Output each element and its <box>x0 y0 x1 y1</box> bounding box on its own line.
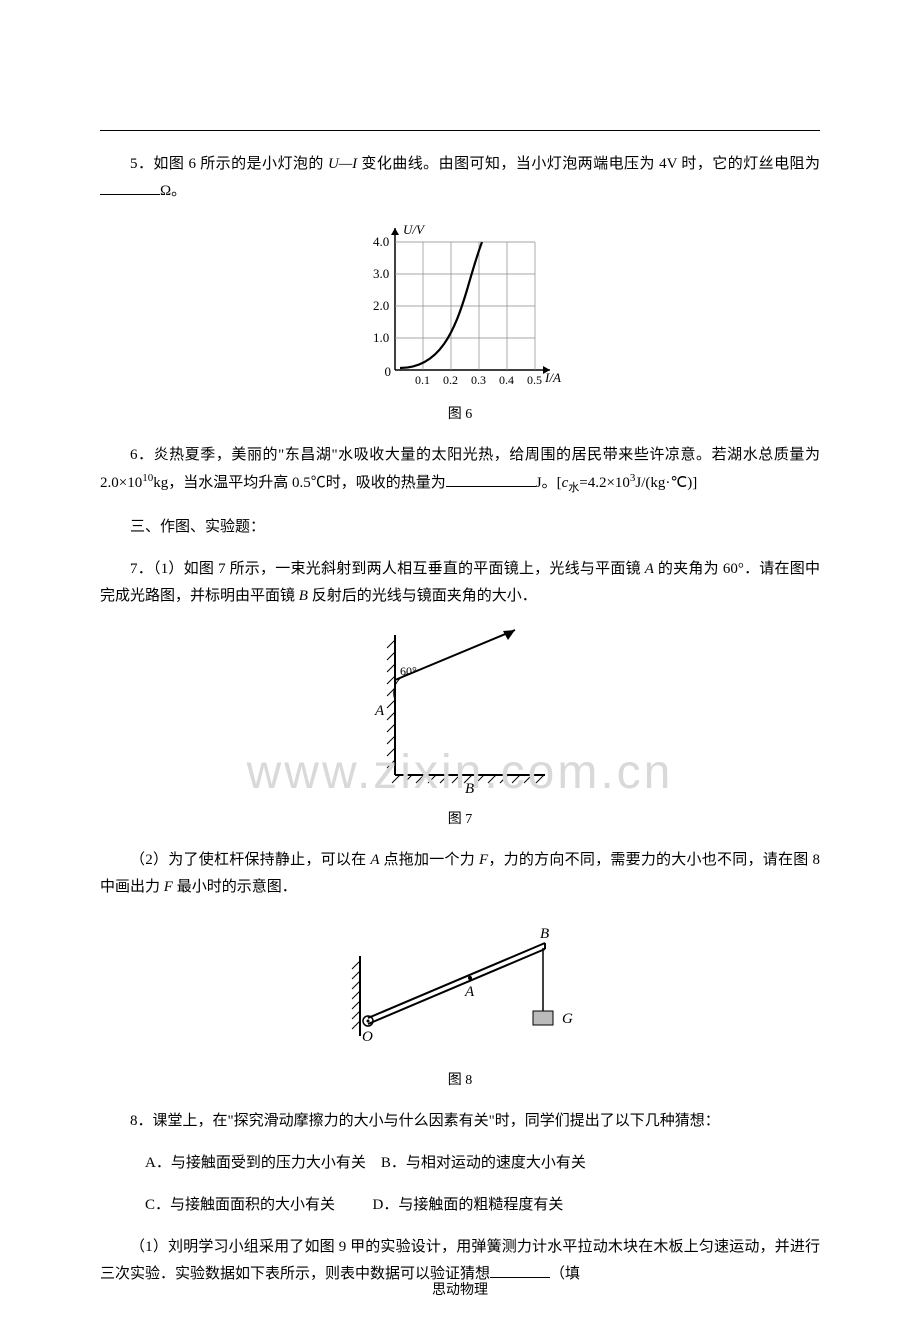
svg-text:0.3: 0.3 <box>471 373 486 387</box>
svg-text:4.0: 4.0 <box>373 234 389 249</box>
q72-pa: A <box>370 852 379 868</box>
question-5: 5．如图 6 所示的是小灯泡的 U—I 变化曲线。由图可知，当小灯泡两端电压为 … <box>100 151 820 205</box>
fig8-caption: 图 8 <box>100 1068 820 1093</box>
svg-text:B: B <box>540 926 549 942</box>
svg-text:G: G <box>562 1011 573 1027</box>
svg-text:2.0: 2.0 <box>373 298 389 313</box>
q72-f1: F <box>479 852 488 868</box>
fig6-caption: 图 6 <box>100 402 820 427</box>
q8-opts-cd: C．与接触面面积的大小有关 D．与接触面的粗糙程度有关 <box>100 1192 820 1219</box>
question-8-1: （1）刘明学习小组采用了如图 9 甲的实验设计，用弹簧测力计水平拉动木块在木板上… <box>100 1234 820 1288</box>
q81-b: （填 <box>550 1266 580 1282</box>
q71-c: 反射后的光线与镜面夹角的大小． <box>308 588 537 604</box>
q6-blank <box>446 486 536 487</box>
section-3-heading: 三、作图、实验题： <box>100 514 820 541</box>
question-7-1: 7．（1）如图 7 所示，一束光斜射到两人相互垂直的平面镜上，光线与平面镜 A … <box>100 556 820 610</box>
q81-blank <box>490 1277 550 1278</box>
q5-text-c: Ω。 <box>160 183 186 199</box>
top-rule <box>100 130 820 131</box>
svg-text:A: A <box>374 703 385 719</box>
q6-b: kg，当水温平均升高 0.5℃时，吸收的热量为 <box>153 475 446 491</box>
svg-text:0.5: 0.5 <box>527 373 542 387</box>
q71-ma: A <box>645 561 654 577</box>
svg-text:B: B <box>465 781 474 795</box>
svg-text:A: A <box>464 984 475 1000</box>
svg-text:0.2: 0.2 <box>443 373 458 387</box>
svg-text:0.1: 0.1 <box>415 373 430 387</box>
q8-opt-a: A．与接触面受到的压力大小有关 <box>145 1155 366 1171</box>
figure-6: U/V I/A 0 1.0 2.0 3.0 4.0 0.1 0.2 0.3 0.… <box>100 220 820 427</box>
svg-text:1.0: 1.0 <box>373 330 389 345</box>
question-6: 6．炎热夏季，美丽的"东昌湖"水吸收大量的太阳光热，给周围的居民带来些许凉意。若… <box>100 442 820 499</box>
fig8-svg: O A B G <box>330 916 590 1056</box>
q81-a: （1）刘明学习小组采用了如图 9 甲的实验设计，用弹簧测力计水平拉动木块在木板上… <box>100 1239 820 1282</box>
q8-opt-b: B．与相对运动的速度大小有关 <box>381 1155 586 1171</box>
q8-opts-ab: A．与接触面受到的压力大小有关 B．与相对运动的速度大小有关 <box>100 1150 820 1177</box>
q5-text-a: 5．如图 6 所示的是小灯泡的 <box>130 156 328 172</box>
figure-8: O A B G 图 8 <box>100 916 820 1093</box>
q6-exp1: 10 <box>142 472 153 484</box>
figure-7: 60° A B 图 7 <box>100 625 820 832</box>
q5-blank <box>100 194 160 195</box>
q5-text-b: 变化曲线。由图可知，当小灯泡两端电压为 4V 时，它的灯丝电阻为 <box>357 156 820 172</box>
q72-b: 点拖加一个力 <box>380 852 479 868</box>
svg-text:I/A: I/A <box>544 370 561 385</box>
fig7-svg: 60° A B <box>345 625 575 795</box>
svg-text:O: O <box>362 1029 373 1045</box>
q72-a: （2）为了使杠杆保持静止，可以在 <box>130 852 370 868</box>
q6-c: J。[ <box>536 475 562 491</box>
question-7-2: （2）为了使杠杆保持静止，可以在 A 点拖加一个力 F，力的方向不同，需要力的大… <box>100 847 820 901</box>
question-8-intro: 8．课堂上，在"探究滑动摩擦力的大小与什么因素有关"时，同学们提出了以下几种猜想… <box>100 1108 820 1135</box>
fig6-svg: U/V I/A 0 1.0 2.0 3.0 4.0 0.1 0.2 0.3 0.… <box>355 220 565 390</box>
fig7-caption: 图 7 <box>100 807 820 832</box>
q6-d: =4.2×10 <box>579 475 630 491</box>
q72-f2: F <box>164 879 173 895</box>
svg-text:U/V: U/V <box>403 222 426 237</box>
q6-e: J/(kg·℃)] <box>635 475 697 491</box>
q72-d: 最小时的示意图． <box>173 879 297 895</box>
q8-opt-c: C．与接触面面积的大小有关 <box>145 1197 335 1213</box>
q8-opt-d: D．与接触面的粗糙程度有关 <box>373 1197 564 1213</box>
q71-a: 7．（1）如图 7 所示，一束光斜射到两人相互垂直的平面镜上，光线与平面镜 <box>130 561 645 577</box>
svg-text:0: 0 <box>385 364 392 379</box>
q5-ui-label: U—I <box>328 156 357 172</box>
svg-text:60°: 60° <box>400 664 417 678</box>
svg-text:0.4: 0.4 <box>499 373 514 387</box>
q6-sub: 水 <box>568 482 579 494</box>
q71-mb: B <box>299 588 308 604</box>
svg-text:3.0: 3.0 <box>373 266 389 281</box>
